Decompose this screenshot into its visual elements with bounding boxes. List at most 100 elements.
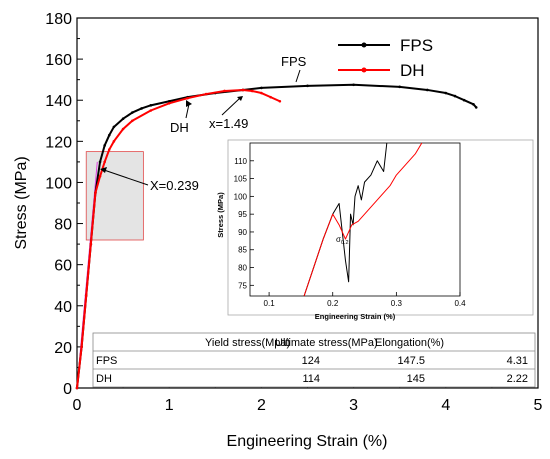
table-cell: 2.22 [507,373,528,385]
inset-y-tick-label: 110 [234,157,247,166]
inset-y-tick-label: 90 [238,228,247,237]
inset-y-tick-label: 80 [238,264,247,273]
inset-series-dh-line [303,142,423,297]
table-header-cell: Elongation(%) [375,337,444,349]
table-cell: 124 [302,355,320,367]
series-fps-point [398,85,402,89]
y-tick-label: 100 [45,175,72,192]
y-tick-label: 120 [45,134,72,151]
legend-fps-label: FPS [400,36,433,55]
series-dh-point [80,345,83,349]
inset-x-tick-label: 0.4 [454,299,466,308]
series-fps-point [107,133,111,137]
inset-y-tick-label: 75 [238,281,247,290]
properties-table: Yield stress(Mpa)Ultimate stress(MPa)Elo… [92,332,536,388]
annotation-x0239-arrowhead [100,167,107,173]
series-fps-point [352,83,355,87]
inset-axis-ticks: 0.1 0.2 0.3 0.4 75 80 85 90 95 100 105 110 [234,157,466,308]
y-tick-label: 20 [54,340,72,357]
inset-y-tick-label: 85 [238,246,247,255]
inset-plot-frame [249,142,461,297]
series-fps-point [167,99,171,103]
legend-dh-label: DH [400,61,425,80]
table-cell: 145 [407,373,425,385]
inset-y-axis-title: Stress (MPa) [216,192,225,238]
series-fps-point [426,88,429,92]
inset-y-tick-label: 95 [238,210,247,219]
annotation-fps-arrow [295,69,301,83]
x-tick-label: 4 [441,397,450,414]
series-fps-point [306,84,309,88]
series-dh-point [186,96,189,100]
x-tick-label: 0 [73,397,82,414]
series-fps-point [112,125,116,129]
series-dh-point [121,127,125,131]
inset-sigma-label: σ0.2 [336,235,349,246]
series-dh-point [278,99,282,103]
inset-y-tick-label: 100 [234,192,248,201]
annotation-fps: FPS [281,54,307,69]
series-fps-point [472,103,475,106]
series-fps-point [474,106,478,109]
legend-dh-marker [361,67,367,73]
table-cell: FPS [96,355,117,367]
series-dh-point [149,109,153,112]
series-fps-point [103,144,106,147]
inset-x-axis-title: Engineering Strain (%) [315,312,396,321]
series-fps-point [444,91,448,95]
series-dh-point [167,102,171,105]
x-tick-label: 3 [349,397,358,414]
series-dh-point [94,191,97,195]
series-fps-point [149,104,153,107]
sigma-symbol: σ [336,235,341,244]
x-tick-label: 5 [534,397,543,414]
legend-fps-marker [361,42,367,48]
table-header-cell: Yield stress(Mpa) [205,337,290,349]
inset-series-group [303,142,423,297]
series-dh-point [89,242,93,246]
main-axis-ticks: 0 1 2 3 4 5 0 20 40 60 80 100 120 140 160 180 [45,11,542,414]
series-fps-point [121,117,125,121]
annotation-x149-arrowhead [237,96,243,101]
sigma-subscript: 0.2 [341,240,349,246]
series-fps-point [140,107,143,110]
inset-x-tick-label: 0.3 [391,299,403,308]
annotation-dh: DH [170,120,189,135]
series-dh-point [75,386,79,390]
series-fps-point [462,98,466,102]
annotation-dh-arrowhead [186,100,192,107]
series-dh-point [204,92,208,96]
series-dh-point [131,119,134,123]
series-dh-point [250,89,254,93]
series-fps-point [260,86,263,90]
main-series-group [75,83,478,390]
series-dh-point [84,294,88,297]
series-fps-point [131,111,134,114]
annotation-x149-arrow [221,97,241,116]
x-tick-label: 2 [257,397,266,414]
y-axis-title: Stress (MPa) [13,156,30,249]
annotation-x0239: X=0.239 [150,178,199,193]
table-cell: 114 [302,373,320,385]
annotation-x0239-arrow [103,169,149,186]
table-frame [92,332,536,388]
series-dh-point [98,174,102,178]
series-dh-point [260,91,263,95]
y-tick-label: 140 [45,93,72,110]
inset-y-tick-label: 105 [234,175,248,184]
table-cell: DH [96,373,112,385]
inset-x-tick-label: 0.2 [327,299,339,308]
series-fps-point [453,94,457,98]
x-tick-label: 1 [165,397,174,414]
inset-background [227,139,534,316]
table-cell: 4.31 [507,355,528,367]
inset-x-tick-label: 0.1 [264,299,276,308]
series-dh-point [103,160,106,164]
series-dh-point [223,89,226,93]
table-cell: 147.5 [397,355,425,367]
series-dh-point [107,148,111,151]
y-tick-label: 0 [63,381,72,398]
series-dh-point [269,95,272,99]
y-tick-label: 160 [45,52,72,69]
y-tick-label: 80 [54,217,72,234]
